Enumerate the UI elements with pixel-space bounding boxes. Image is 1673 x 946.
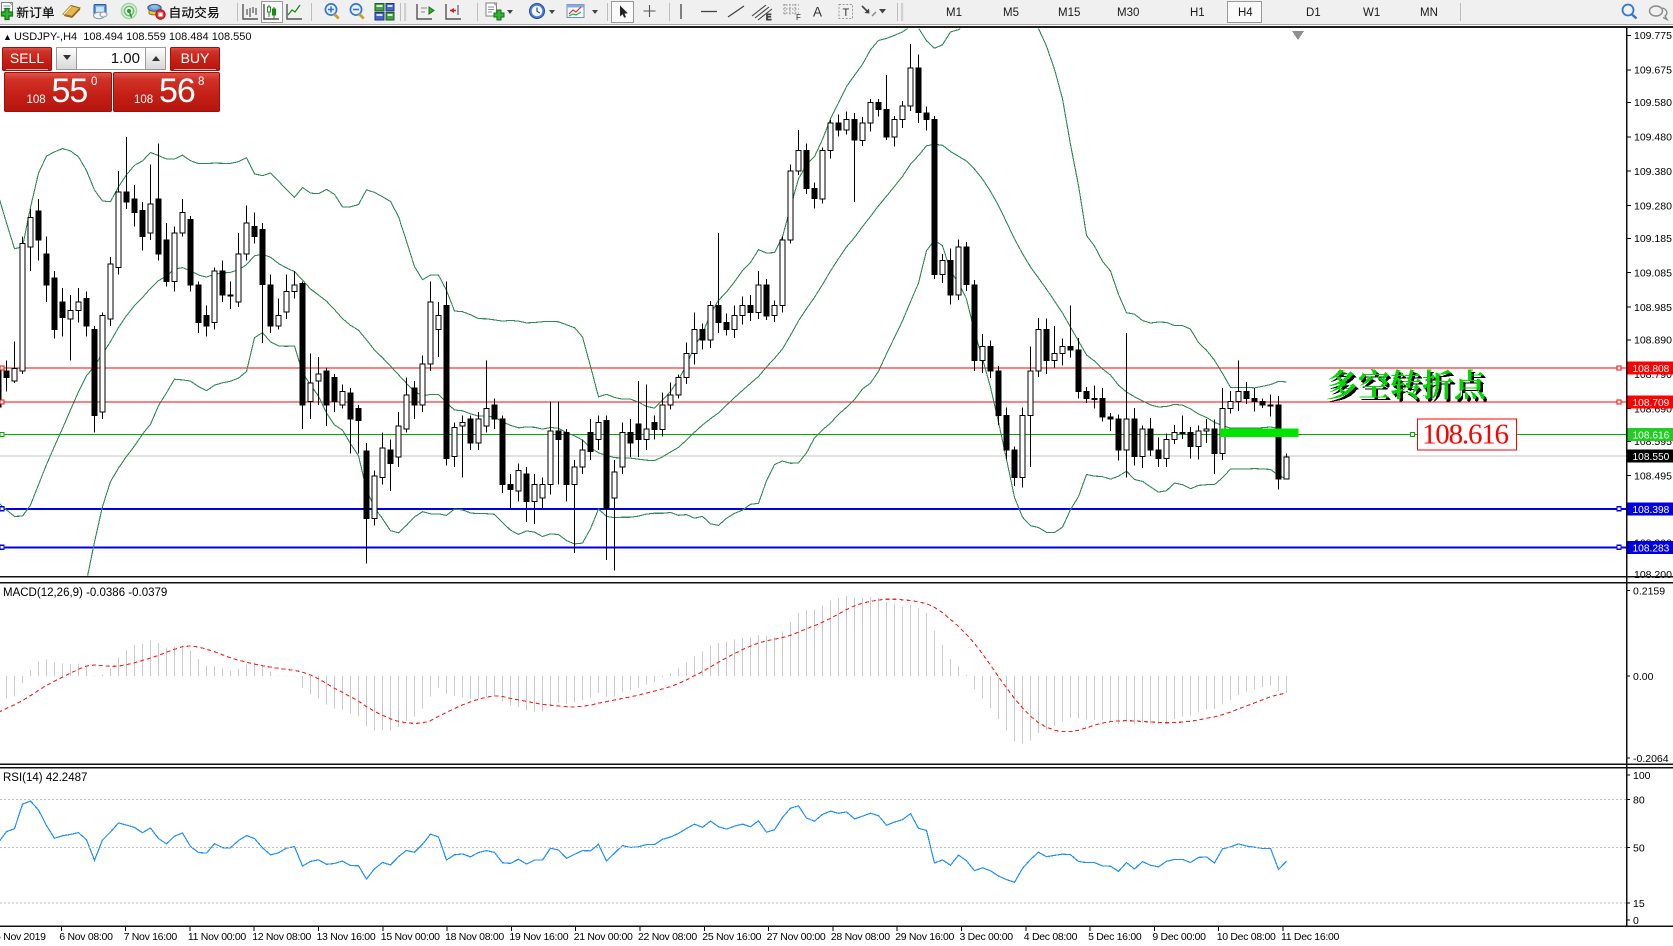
- svg-text:108.398: 108.398: [1633, 505, 1670, 516]
- svg-text:W1: W1: [1363, 7, 1380, 19]
- svg-text:F: F: [796, 13, 801, 22]
- svg-text:A: A: [813, 5, 822, 20]
- svg-text:11 Nov 00:00: 11 Nov 00:00: [188, 931, 247, 943]
- svg-text:RSI(14) 42.2487: RSI(14) 42.2487: [3, 772, 87, 784]
- svg-text:18 Nov 08:00: 18 Nov 08:00: [445, 931, 504, 943]
- svg-text:D1: D1: [1306, 7, 1321, 19]
- svg-text:80: 80: [1633, 795, 1645, 807]
- svg-text:4 Dec 08:00: 4 Dec 08:00: [1024, 931, 1078, 943]
- svg-text:5 Nov 2019: 5 Nov 2019: [0, 931, 46, 943]
- svg-text:108.283: 108.283: [1633, 543, 1670, 554]
- svg-text:0.00: 0.00: [1633, 671, 1654, 683]
- svg-text:109.280: 109.280: [1634, 200, 1672, 212]
- svg-text:MN: MN: [1420, 7, 1438, 19]
- svg-text:15: 15: [1633, 898, 1645, 910]
- svg-text:108.709: 108.709: [1633, 398, 1670, 409]
- svg-text:MACD(12,26,9) -0.0386 -0.0379: MACD(12,26,9) -0.0386 -0.0379: [3, 587, 167, 599]
- svg-text:109.185: 109.185: [1634, 233, 1672, 245]
- svg-text:108.550: 108.550: [1633, 452, 1670, 463]
- svg-text:100: 100: [1633, 770, 1651, 782]
- svg-text:-0.2064: -0.2064: [1633, 753, 1669, 765]
- svg-text:0: 0: [1633, 915, 1639, 927]
- svg-text:28 Nov 08:00: 28 Nov 08:00: [831, 931, 890, 943]
- svg-text:M30: M30: [1117, 7, 1139, 19]
- svg-text:M15: M15: [1058, 7, 1080, 19]
- svg-text:25 Nov 16:00: 25 Nov 16:00: [702, 931, 761, 943]
- svg-text:10 Dec 08:00: 10 Dec 08:00: [1217, 931, 1276, 943]
- svg-text:T: T: [843, 7, 850, 19]
- svg-text:6 Nov 08:00: 6 Nov 08:00: [59, 931, 113, 943]
- svg-text:108.495: 108.495: [1634, 470, 1672, 482]
- svg-text:0.2159: 0.2159: [1633, 585, 1665, 597]
- svg-text:108.890: 108.890: [1634, 335, 1672, 347]
- svg-text:7 Nov 16:00: 7 Nov 16:00: [124, 931, 178, 943]
- svg-text:H1: H1: [1190, 7, 1205, 19]
- svg-text:21 Nov 00:00: 21 Nov 00:00: [574, 931, 633, 943]
- svg-text:22 Nov 08:00: 22 Nov 08:00: [638, 931, 697, 943]
- svg-text:15 Nov 00:00: 15 Nov 00:00: [381, 931, 440, 943]
- svg-text:108.616: 108.616: [1422, 419, 1509, 451]
- svg-text:109.675: 109.675: [1634, 65, 1672, 77]
- svg-text:5 Dec 16:00: 5 Dec 16:00: [1088, 931, 1142, 943]
- svg-text:M5: M5: [1003, 7, 1019, 19]
- svg-text:3 Dec 00:00: 3 Dec 00:00: [960, 931, 1014, 943]
- svg-text:19 Nov 16:00: 19 Nov 16:00: [509, 931, 568, 943]
- svg-text:12 Nov 08:00: 12 Nov 08:00: [252, 931, 311, 943]
- svg-text:108.808: 108.808: [1633, 364, 1670, 375]
- svg-text:13 Nov 16:00: 13 Nov 16:00: [317, 931, 376, 943]
- svg-text:27 Nov 00:00: 27 Nov 00:00: [767, 931, 826, 943]
- svg-text:M1: M1: [946, 7, 962, 19]
- svg-text:108.200: 108.200: [1634, 569, 1672, 581]
- svg-text:E: E: [766, 13, 771, 22]
- svg-text:11 Dec 16:00: 11 Dec 16:00: [1281, 931, 1340, 943]
- svg-text:9 Dec 00:00: 9 Dec 00:00: [1152, 931, 1206, 943]
- svg-text:109.775: 109.775: [1634, 30, 1672, 42]
- svg-text:108.985: 108.985: [1634, 302, 1672, 314]
- svg-text:109.380: 109.380: [1634, 166, 1672, 178]
- svg-text:H4: H4: [1238, 7, 1253, 19]
- svg-text:108.616: 108.616: [1633, 431, 1670, 442]
- svg-text:109.480: 109.480: [1634, 132, 1672, 144]
- svg-text:29 Nov 16:00: 29 Nov 16:00: [895, 931, 954, 943]
- svg-text:109.085: 109.085: [1634, 267, 1672, 279]
- svg-text:50: 50: [1633, 842, 1645, 854]
- svg-text:109.580: 109.580: [1634, 97, 1672, 109]
